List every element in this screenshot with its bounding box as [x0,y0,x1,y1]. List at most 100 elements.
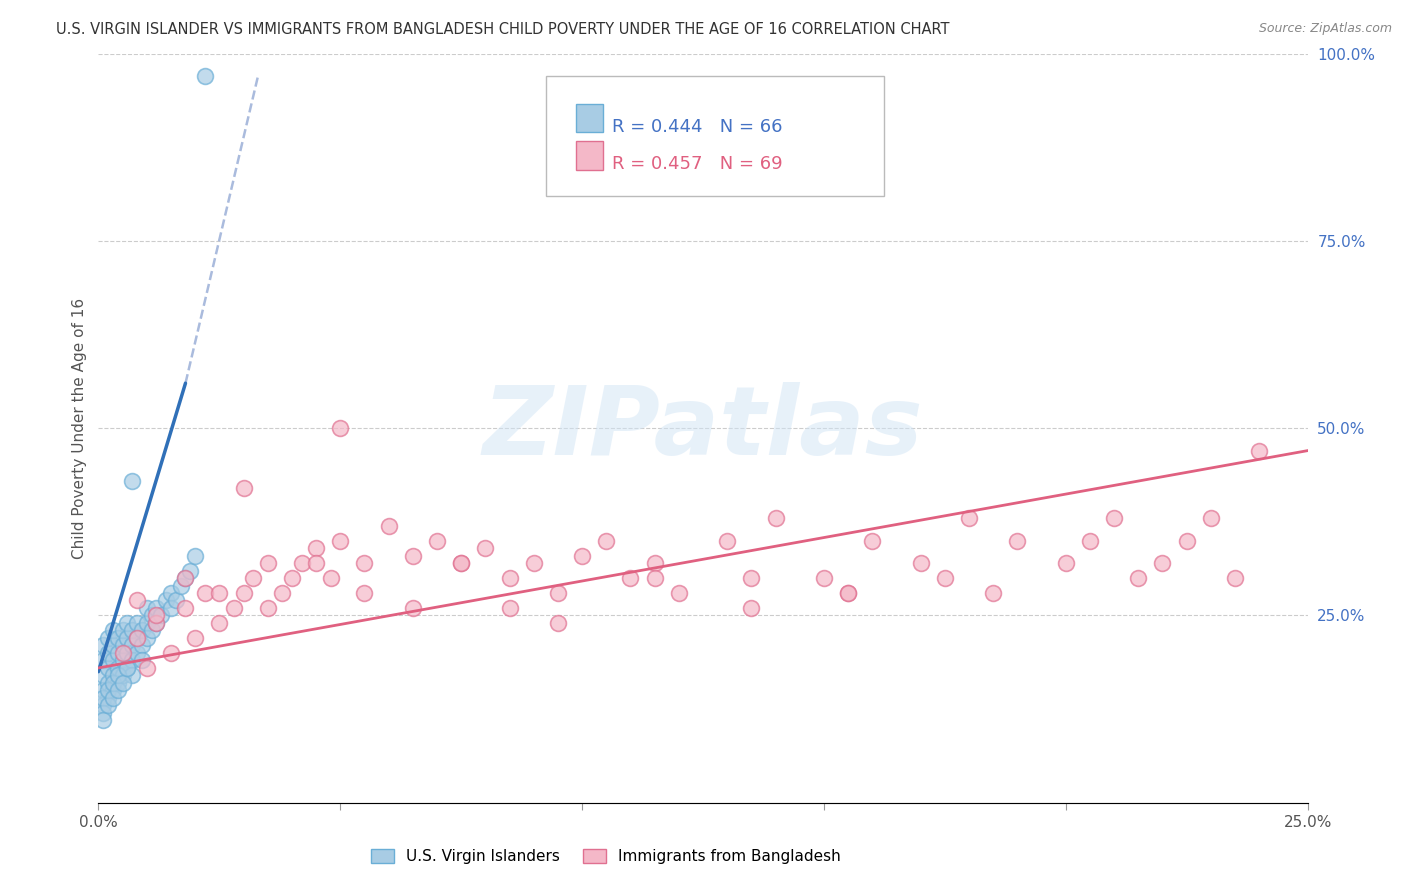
Point [101,668,124,682]
Point [141,624,163,638]
Point [97,661,120,675]
Point [121,639,143,653]
Point [402,601,425,615]
Point [135,615,157,630]
Point [111,653,134,667]
Point [91,653,114,667]
Point [145,615,167,630]
Point [107,661,129,675]
Point [97,698,120,713]
Point [91,706,114,720]
Point [450,556,472,570]
Point [101,690,124,705]
Point [644,571,666,585]
Point [97,676,120,690]
Point [242,571,264,585]
Point [111,676,134,690]
Point [319,571,342,585]
Point [91,690,114,705]
Point [402,549,425,563]
Point [117,661,139,675]
Point [91,683,114,698]
Point [174,571,197,585]
Point [160,646,183,660]
FancyBboxPatch shape [576,103,603,132]
Point [668,586,690,600]
Point [150,608,173,623]
Point [934,571,956,585]
Point [131,639,153,653]
Point [165,593,187,607]
Point [111,639,134,653]
Point [101,683,124,698]
Point [1054,556,1077,570]
Point [571,549,593,563]
Point [860,533,883,548]
Point [837,586,859,600]
Point [981,586,1004,600]
Point [1199,511,1222,525]
Text: Source: ZipAtlas.com: Source: ZipAtlas.com [1258,22,1392,36]
Point [1102,511,1125,525]
Point [127,631,149,645]
Point [121,474,143,488]
Point [1152,556,1174,570]
Point [222,601,245,615]
Point [97,690,120,705]
Point [271,586,294,600]
Point [619,571,641,585]
Point [1007,533,1029,548]
Point [523,556,546,570]
Point [145,608,167,623]
Text: R = 0.444   N = 66: R = 0.444 N = 66 [613,118,783,136]
Point [111,624,134,638]
Point [117,646,139,660]
Point [194,586,217,600]
Point [256,601,278,615]
Point [644,556,666,570]
Point [1223,571,1246,585]
Point [910,556,932,570]
Point [160,586,183,600]
Point [305,541,328,555]
Point [208,586,231,600]
Point [91,698,114,713]
Point [813,571,835,585]
Point [107,668,129,682]
Point [716,533,738,548]
Point [97,683,120,698]
Point [232,481,254,495]
Point [131,653,153,667]
Point [155,593,177,607]
Point [957,511,980,525]
Point [353,586,375,600]
Point [117,661,139,675]
Point [121,668,143,682]
Point [135,631,157,645]
Point [127,615,149,630]
Point [101,624,124,638]
Point [498,601,520,615]
Point [127,593,149,607]
Point [426,533,449,548]
Point [450,556,472,570]
Point [97,646,120,660]
Point [547,615,569,630]
Point [117,631,139,645]
Point [1175,533,1198,548]
Point [353,556,375,570]
Point [135,661,157,675]
Point [91,639,114,653]
Point [101,676,124,690]
Point [765,511,787,525]
Point [135,601,157,615]
Point [91,714,114,728]
Point [1249,443,1271,458]
Point [97,631,120,645]
Point [127,646,149,660]
Point [256,556,278,570]
Point [107,683,129,698]
Point [174,571,197,585]
Point [107,646,129,660]
Point [127,631,149,645]
